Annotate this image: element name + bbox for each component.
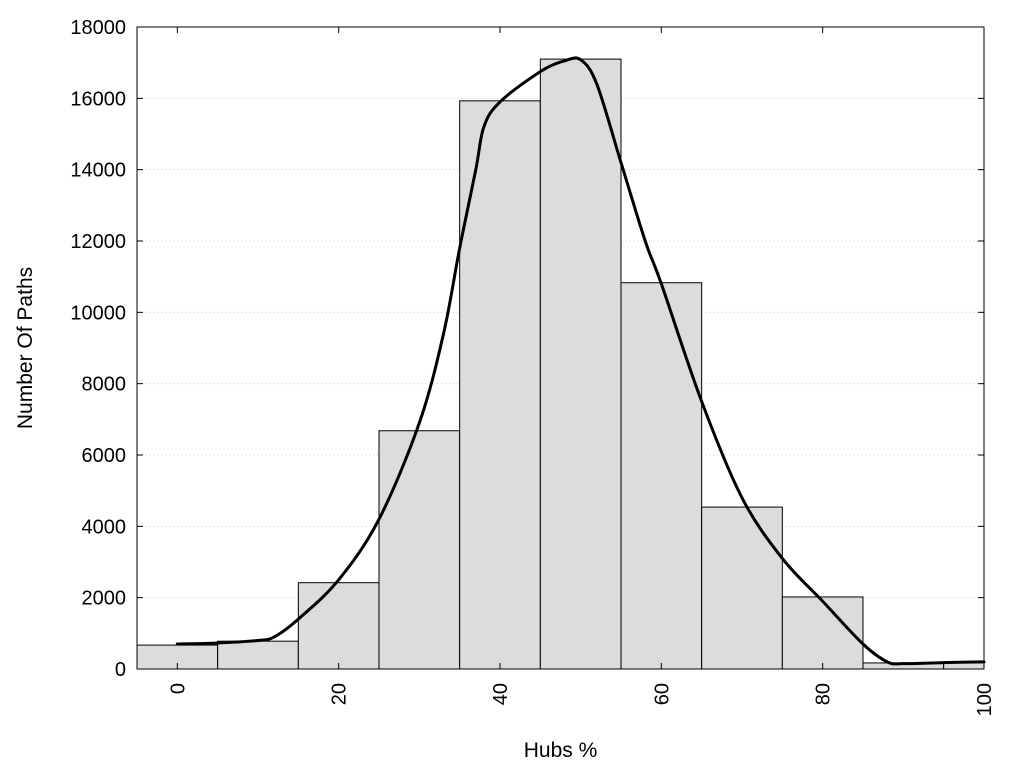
bar-20 (297, 582, 380, 670)
density-curve (175, 56, 986, 666)
x-tick-label-20: 20 (329, 683, 351, 705)
bar-80 (781, 596, 864, 670)
x-tick-label-100: 100 (974, 683, 996, 716)
y-tick-label-4000: 4000 (82, 516, 127, 538)
bars (136, 58, 985, 670)
x-tick-label-0: 0 (167, 683, 189, 694)
x-axis-title: Hubs % (524, 739, 598, 762)
y-tick-label-8000: 8000 (82, 374, 127, 396)
x-tick-label-40: 40 (490, 683, 512, 705)
y-tick-label-10000: 10000 (70, 302, 126, 324)
bar-30 (378, 430, 461, 670)
bar-60 (620, 282, 703, 670)
y-tick-label-16000: 16000 (70, 88, 126, 110)
y-tick-label-0: 0 (115, 659, 126, 681)
x-axis-ticks: 0 20 40 60 80 100 (167, 27, 996, 716)
bar-70 (701, 506, 783, 670)
x-tick-label-80: 80 (813, 683, 835, 705)
y-tick-label-2000: 2000 (82, 588, 127, 610)
density-curve-layer (175, 56, 986, 666)
y-tick-label-18000: 18000 (70, 17, 126, 39)
y-tick-label-6000: 6000 (82, 445, 127, 467)
bar-10 (217, 640, 299, 670)
x-tick-label-60: 60 (651, 683, 673, 705)
y-axis-ticks: 0 2000 4000 6000 8000 10000 12000 14000 16000 180… (70, 17, 984, 681)
y-axis-title: Number Of Paths (14, 267, 37, 429)
bar-50 (539, 58, 622, 670)
plot-frame (136, 26, 985, 670)
y-tick-label-14000: 14000 (70, 160, 126, 182)
bar-40 (459, 100, 541, 670)
y-tick-label-12000: 12000 (70, 231, 126, 253)
